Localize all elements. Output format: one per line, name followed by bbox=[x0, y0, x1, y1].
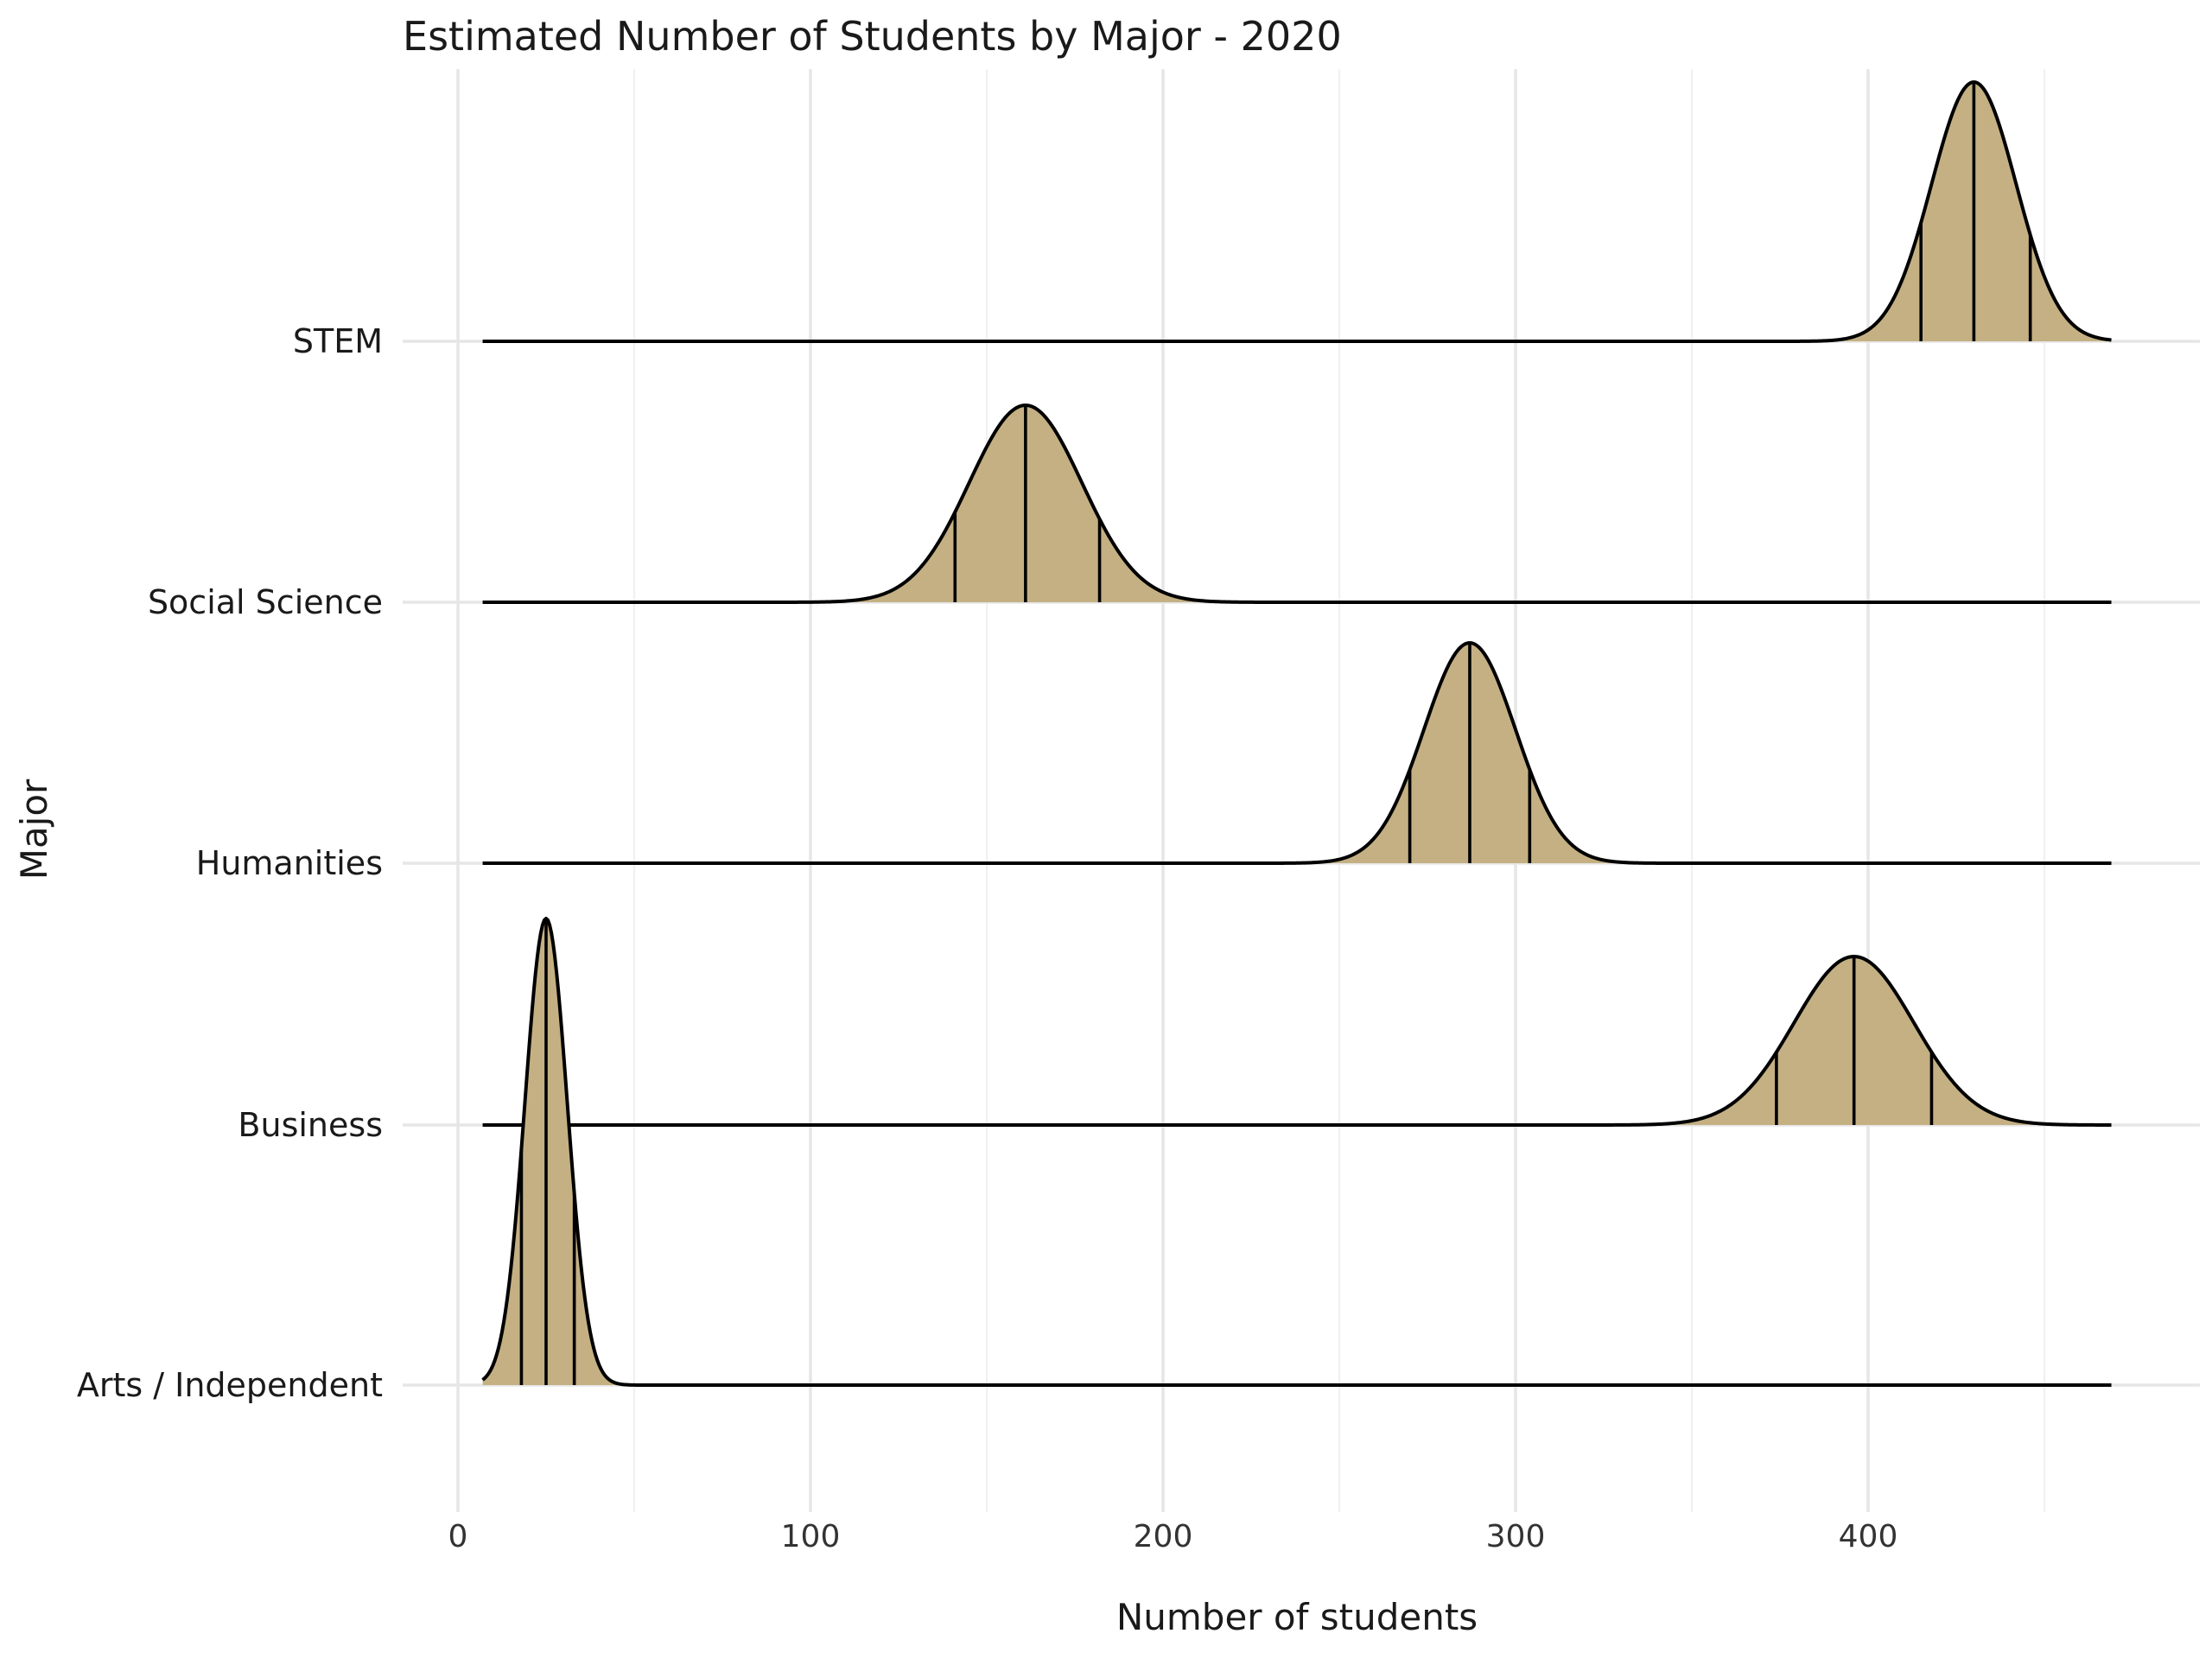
ridge-stem bbox=[482, 80, 2112, 343]
ridge-area bbox=[482, 957, 2112, 1125]
ridge-social-science bbox=[482, 404, 2112, 604]
x-tick-label: 300 bbox=[1486, 1519, 1546, 1554]
chart-title: Estimated Number of Students by Major - … bbox=[403, 13, 1342, 60]
ridge-outline bbox=[481, 917, 2112, 1387]
ridge-outline bbox=[482, 404, 2112, 604]
x-tick-label: 400 bbox=[1839, 1519, 1898, 1554]
y-category-label: STEM bbox=[293, 322, 383, 360]
y-category-label: Social Science bbox=[148, 583, 383, 621]
category-labels: Arts / Independent Business Humanities Soci… bbox=[77, 322, 383, 1404]
y-category-label: Humanities bbox=[196, 844, 383, 882]
ridge-area bbox=[482, 82, 2112, 341]
ridge-outline bbox=[482, 641, 2112, 865]
ridge-arts-independent bbox=[481, 917, 2112, 1387]
ridge-humanities bbox=[482, 641, 2112, 865]
y-category-label: Arts / Independent bbox=[77, 1366, 383, 1404]
ridge-outline bbox=[482, 80, 2112, 343]
ridges bbox=[481, 80, 2112, 1387]
ridge-outline bbox=[482, 955, 2112, 1127]
x-tick-label: 200 bbox=[1134, 1519, 1193, 1554]
x-tick-label: 0 bbox=[448, 1519, 468, 1554]
x-tick-label: 100 bbox=[781, 1519, 841, 1554]
x-axis-title: Number of students bbox=[1116, 1596, 1478, 1638]
y-category-label: Business bbox=[238, 1106, 383, 1144]
ridge-business bbox=[482, 955, 2112, 1127]
x-tick-labels: 0 100 200 300 400 bbox=[448, 1519, 1898, 1554]
y-axis-title: Major bbox=[13, 779, 55, 880]
